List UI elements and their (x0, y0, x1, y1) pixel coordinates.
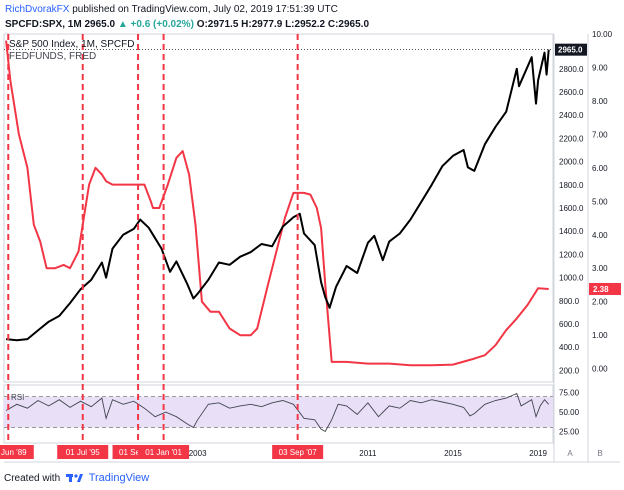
fedfunds-axis-tick: 5.00 (592, 197, 608, 206)
spx-axis-tick: 1200.0 (559, 250, 584, 259)
symbol-line: SPCFD:SPX, 1M 2965.0 ▲ +0.6 (+0.02%) O:2… (5, 18, 369, 31)
fedfunds-axis-tick: 2.00 (592, 298, 608, 307)
spx-axis-tick: 400.0 (559, 343, 580, 352)
spx-axis-tick: 1600.0 (559, 204, 584, 213)
fedfunds-last-value-label: 2.38 (593, 285, 609, 294)
time-axis-tick: 2015 (444, 449, 462, 458)
rsi-legend[interactable]: RSI (11, 393, 24, 402)
spx-axis-tick: 2800.0 (559, 65, 584, 74)
publish-info: published on TradingView.com, July 02, 2… (72, 4, 338, 15)
last-price: 2965.0 (84, 19, 116, 30)
created-with-label: Created with (4, 473, 61, 484)
fedfunds-axis-tick: 6.00 (592, 164, 608, 173)
price-axis-left-col (554, 34, 588, 462)
spx-axis-tick: 2200.0 (559, 134, 584, 143)
spx-axis-tick: 1400.0 (559, 227, 584, 236)
brand-link[interactable]: TradingView (88, 472, 150, 484)
event-marker-tag (57, 445, 109, 459)
event-marker-label: 03 Sep '07 (279, 448, 318, 457)
time-axis-tick: 2019 (529, 449, 547, 458)
fedfunds-axis-tick: 8.00 (592, 97, 608, 106)
price-change: +0.6 (+0.02%) (130, 19, 194, 30)
fedfunds-axis-tick: 1.00 (592, 331, 608, 340)
spx-axis-tick: 2000.0 (559, 158, 584, 167)
fedfunds-axis-tick: 3.00 (592, 264, 608, 273)
fedfunds-axis-tick: 7.00 (592, 130, 608, 139)
rsi-axis-tick: 50.00 (559, 408, 580, 417)
rsi-axis-tick: 25.00 (559, 427, 580, 436)
main-pane[interactable] (3, 33, 554, 383)
publish-line: RichDvorakFX published on TradingView.co… (5, 3, 338, 16)
event-marker-tag (0, 445, 34, 459)
main-pane-frame (3, 33, 554, 383)
auto-scale-button[interactable]: A (567, 449, 573, 458)
fedfunds-axis-tick: 0.00 (592, 365, 608, 374)
time-axis-tick: 2011 (359, 449, 377, 458)
time-axis-tick: 2003 (189, 449, 207, 458)
event-marker-tag (138, 445, 190, 459)
spx-axis-tick: 200.0 (559, 366, 580, 375)
fedfunds-axis-tick: 10.00 (592, 30, 613, 39)
rsi-pane[interactable] (3, 384, 554, 444)
overlay-text: S&P 500 Index, 1M, SPCFD FEDFUNDS, FRED … (9, 39, 134, 402)
chart-header: RichDvorakFX published on TradingView.co… (0, 0, 624, 34)
symbol[interactable]: SPCFD:SPX, 1M (5, 19, 82, 30)
spx-axis-tick: 2600.0 (559, 88, 584, 97)
event-marker-label: 01 Jul '95 (66, 448, 101, 457)
rsi-axis-tick: 75.00 (559, 389, 580, 398)
fedfunds-line[interactable] (5, 40, 549, 367)
spx-axis-tick: 1800.0 (559, 181, 584, 190)
footer: Created with TradingView (4, 470, 149, 486)
fedfunds-last-value-tag (589, 282, 621, 295)
spx-last-value-label: 2965.0 (558, 46, 583, 55)
event-marker-label: 01 Jun '89 (0, 448, 27, 457)
spx-axis-tick: 600.0 (559, 320, 580, 329)
spx-axis-tick: 2400.0 (559, 111, 584, 120)
rsi-line[interactable] (5, 392, 550, 433)
author-link[interactable]: RichDvorakFX (5, 4, 70, 15)
event-marker-tag (272, 445, 324, 459)
ohlc-values: O:2971.5 H:2977.9 L:2952.2 C:2965.0 (196, 19, 370, 30)
fedfunds-axis-tick: 9.00 (592, 63, 608, 72)
up-arrow-icon: ▲ (117, 19, 128, 30)
scale-b-button[interactable]: B (597, 449, 602, 458)
fed-legend[interactable]: FEDFUNDS, FRED (9, 51, 96, 62)
spx-axis-tick: 1000.0 (559, 274, 584, 283)
event-marker-label: 01 Jan '01 (145, 448, 182, 457)
spx-legend[interactable]: S&P 500 Index, 1M, SPCFD (9, 39, 134, 50)
tradingview-logo-icon (65, 474, 83, 483)
fedfunds-axis-tick: 4.00 (592, 231, 608, 240)
axes: 200.0 400.0 600.0 800.0 1000.0 1200.0 1400.0 16… (4, 30, 621, 463)
spx-line[interactable] (5, 49, 550, 342)
spx-last-value-tag (555, 43, 587, 56)
spx-axis-tick: 800.0 (559, 297, 580, 306)
